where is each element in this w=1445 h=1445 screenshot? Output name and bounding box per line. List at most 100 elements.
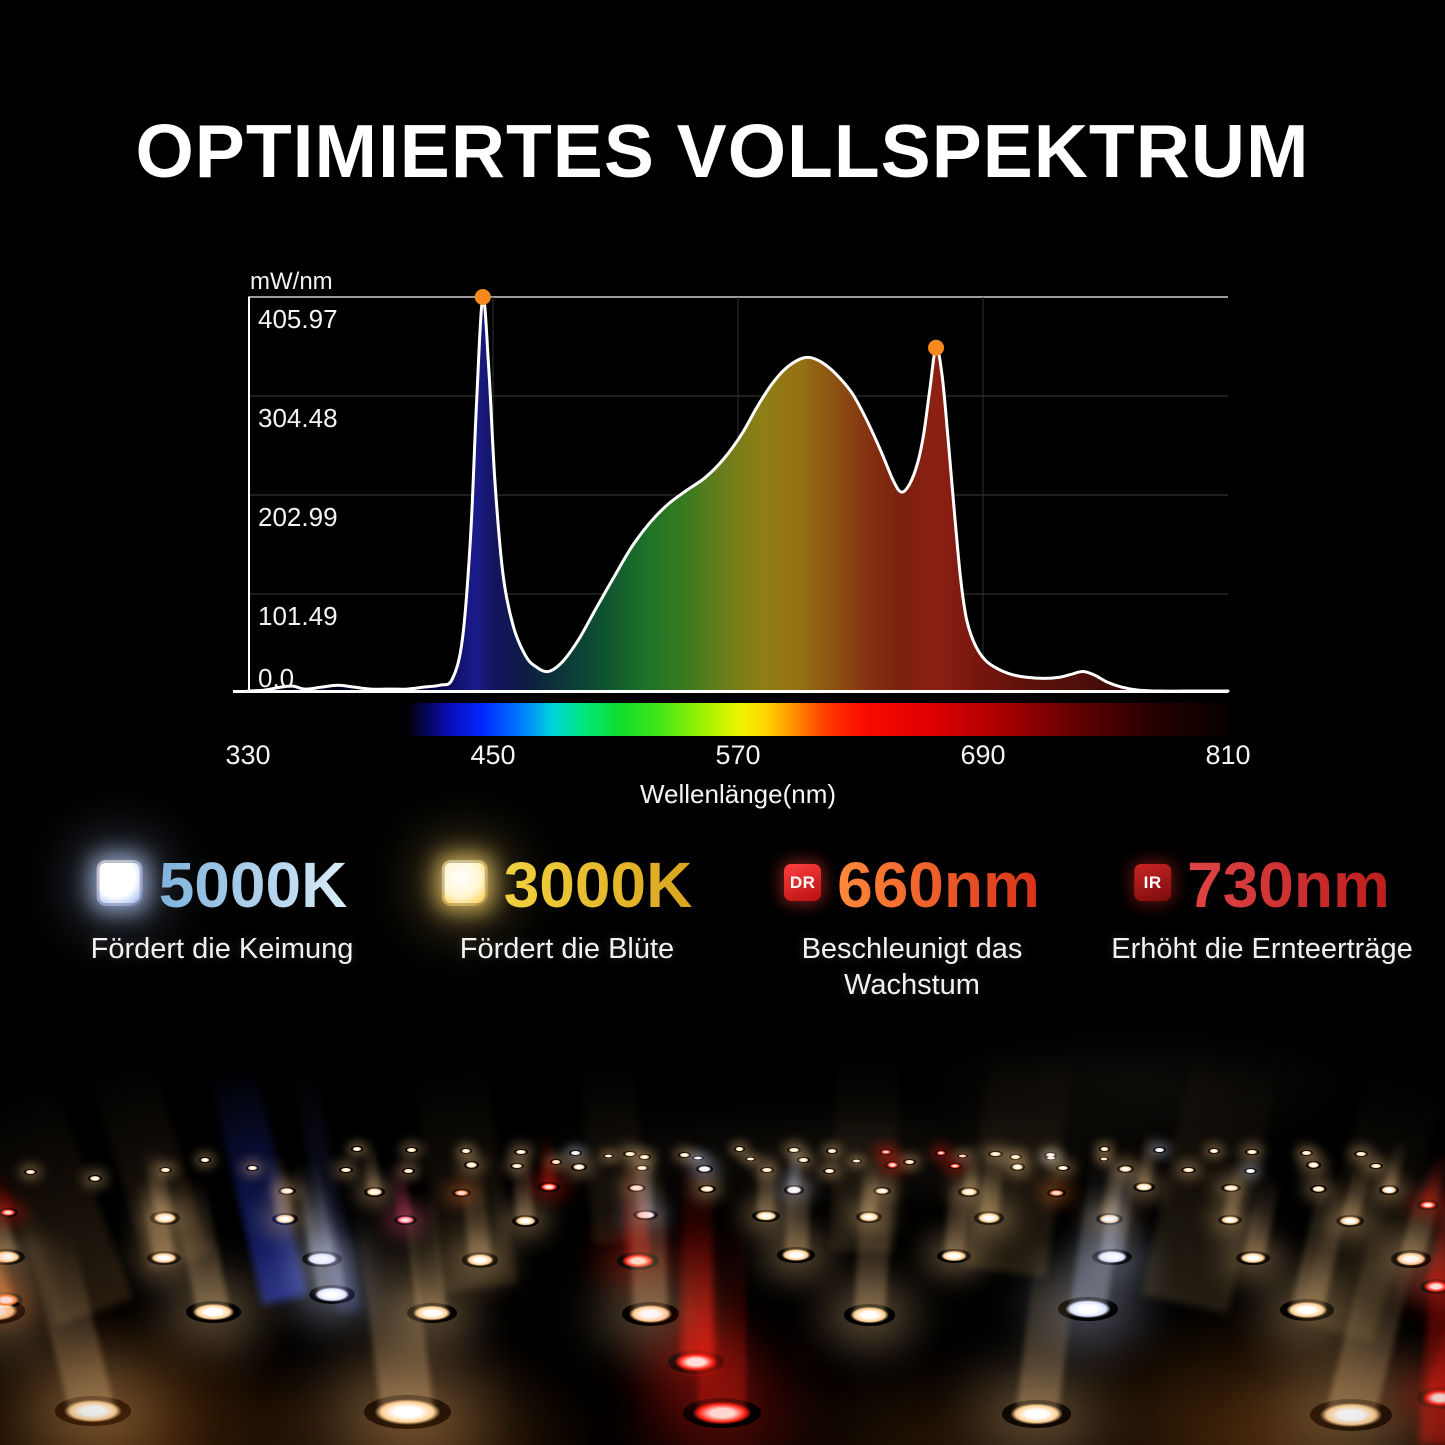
led-dot xyxy=(958,1187,980,1197)
led-dot xyxy=(338,1166,354,1174)
led-dot xyxy=(1221,1183,1242,1193)
led-dot xyxy=(1180,1166,1196,1174)
x-tick-label: 330 xyxy=(225,740,271,770)
led-dot xyxy=(1096,1213,1123,1225)
led-dot xyxy=(1045,1155,1057,1161)
led-chip-icon xyxy=(441,860,488,906)
led-dot xyxy=(937,1248,971,1264)
peak-marker xyxy=(928,339,945,356)
led-dot xyxy=(301,1250,343,1268)
led-dot xyxy=(402,1167,416,1174)
led-dot xyxy=(199,1157,211,1163)
led-dot xyxy=(682,1397,762,1429)
x-axis-title: Wellenlänge(nm) xyxy=(639,779,837,809)
led-dot xyxy=(271,1213,299,1225)
feature-description: Beschleunigt das Wachstum xyxy=(801,933,1023,1002)
led-dot xyxy=(405,1147,419,1153)
led-dot xyxy=(1420,1278,1445,1294)
x-tick-label: 450 xyxy=(470,740,516,770)
spectrum-plot xyxy=(233,289,1230,693)
led-dot xyxy=(603,1153,615,1159)
led-dot xyxy=(1235,1250,1271,1266)
led-dot xyxy=(1305,1161,1322,1169)
feature-item-5000k: 5000K Fördert die Keimung xyxy=(90,849,354,967)
photo-top-fade xyxy=(0,1012,1445,1082)
led-dot xyxy=(733,1146,745,1152)
x-tick-label: 570 xyxy=(715,740,761,770)
led-dot xyxy=(88,1174,102,1182)
led-chip-icon xyxy=(96,860,143,906)
dr-badge-icon: DR xyxy=(784,864,822,901)
led-dot xyxy=(1046,1188,1066,1198)
led-dot xyxy=(571,1163,588,1171)
x-tick-label: 690 xyxy=(960,740,1006,770)
led-dot xyxy=(948,1162,962,1170)
led-dot xyxy=(823,1167,837,1175)
led-dot xyxy=(1335,1214,1364,1228)
led-dot xyxy=(363,1187,385,1197)
led-dot xyxy=(0,1248,26,1266)
led-dot xyxy=(55,1396,131,1426)
feature-description: Fördert die Keimung xyxy=(90,933,354,966)
led-dot xyxy=(351,1146,363,1152)
spectrum-color-bar xyxy=(248,703,1228,736)
led-dot xyxy=(621,1302,680,1326)
feature-value: 5000K xyxy=(158,849,348,921)
led-dot xyxy=(23,1169,37,1175)
peak-marker xyxy=(474,289,491,305)
led-dot xyxy=(1244,1167,1258,1175)
x-axis-ticks: 330 450 570 690 810 xyxy=(225,740,1250,780)
led-dot xyxy=(185,1300,242,1324)
photo-vignette xyxy=(0,1012,1445,1445)
led-dot xyxy=(309,1284,355,1304)
led-dot xyxy=(460,1148,473,1154)
feature-item-660nm: DR 660nm Beschleunigt das Wachstum xyxy=(777,849,1047,1004)
y-axis-unit-label: mW/nm xyxy=(250,268,333,295)
led-dot xyxy=(452,1188,472,1198)
led-dot xyxy=(510,1162,524,1170)
led-dot xyxy=(678,1152,692,1158)
feature-item-730nm: IR 730nm Erhöht die Ernteerträge xyxy=(1111,849,1413,967)
led-dot xyxy=(784,1185,805,1195)
led-dot xyxy=(569,1150,582,1156)
led-dot xyxy=(623,1150,638,1158)
led-dot xyxy=(851,1158,862,1164)
feature-description: Fördert die Blüte xyxy=(459,933,675,966)
led-dot xyxy=(549,1159,563,1165)
led-dot xyxy=(1152,1146,1167,1154)
led-dot xyxy=(617,1252,659,1270)
led-dot xyxy=(1378,1185,1400,1195)
led-dot xyxy=(787,1146,801,1154)
led-dot xyxy=(691,1155,704,1161)
spectrum-chart: mW/nm 405.97 304.48 202.99 101.49 0.0 330 450… xyxy=(225,268,1250,809)
ambient-glow xyxy=(300,1087,1420,1227)
led-dot xyxy=(1055,1164,1071,1172)
led-dot xyxy=(1009,1163,1026,1171)
led-dot xyxy=(1092,1248,1132,1266)
led-dot xyxy=(1217,1214,1242,1226)
led-dot xyxy=(903,1159,916,1165)
features-row: 5000K Fördert die Keimung 3000K Fördert die… xyxy=(0,849,1445,1032)
led-dot xyxy=(1279,1298,1334,1322)
feature-item-3000k: 3000K Fördert die Blüte xyxy=(441,849,693,967)
ambient-glow xyxy=(690,1315,1170,1445)
feature-value: 660nm xyxy=(837,849,1040,921)
led-dot xyxy=(777,1247,815,1263)
led-dot xyxy=(1132,1182,1155,1192)
led-light-column xyxy=(698,1192,746,1413)
led-dot xyxy=(158,1167,172,1173)
led-dot xyxy=(363,1394,452,1430)
feature-description: Erhöht die Ernteerträge xyxy=(1111,933,1413,966)
led-dot xyxy=(797,1157,810,1163)
led-dot xyxy=(956,1153,968,1159)
led-dot xyxy=(514,1148,528,1156)
led-dot xyxy=(1310,1399,1392,1431)
led-dot xyxy=(1244,1148,1259,1156)
led-dot xyxy=(1208,1148,1221,1154)
led-dot xyxy=(1369,1162,1383,1170)
led-dot xyxy=(626,1183,647,1193)
feature-value: 730nm xyxy=(1187,849,1390,921)
led-dot xyxy=(150,1211,180,1225)
feature-value: 3000K xyxy=(503,849,693,921)
led-dot xyxy=(1117,1165,1134,1173)
